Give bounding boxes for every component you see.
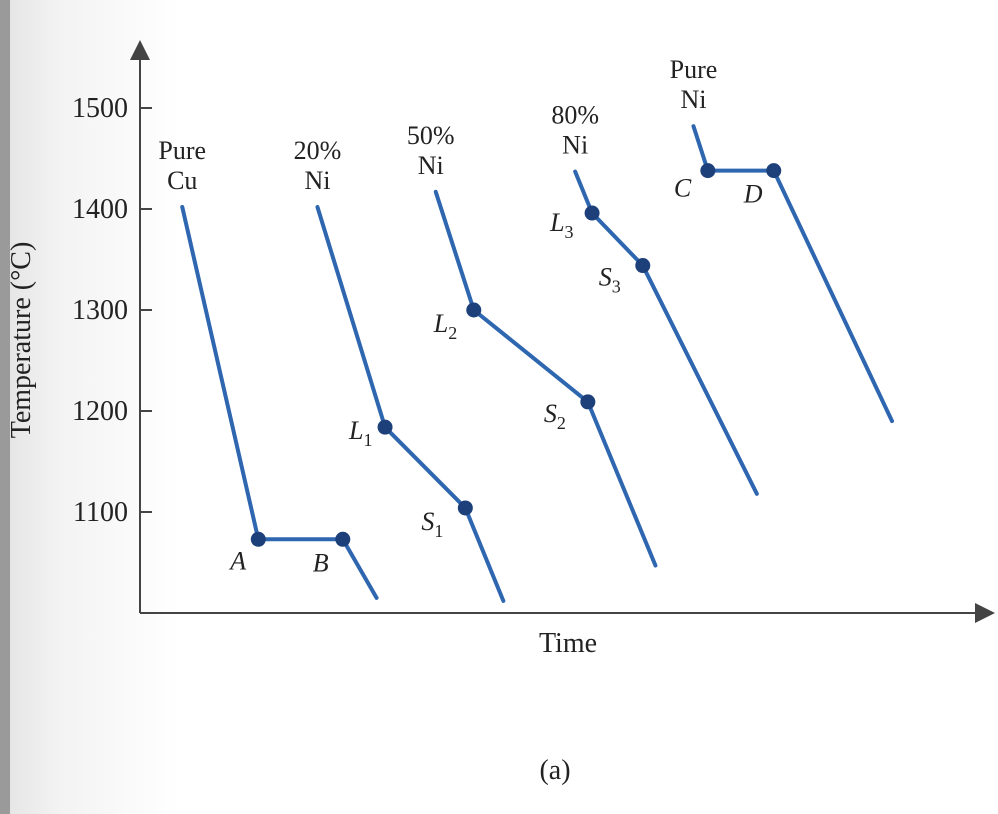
marker-0-2 — [335, 531, 351, 547]
point-label-letter-L1: L — [348, 416, 363, 445]
marker-4-2 — [766, 163, 782, 179]
series-label-2-line-1: Ni — [418, 151, 444, 180]
point-label-sub-S1: 1 — [434, 521, 443, 541]
marker-1-1 — [377, 419, 393, 435]
series-label-4-line-1: Ni — [680, 85, 706, 114]
marker-1-2 — [457, 500, 473, 516]
point-label-sub-L2: 2 — [448, 323, 457, 343]
scan-edge — [0, 0, 10, 814]
marker-2-2 — [580, 394, 596, 410]
point-label-letter-L3: L — [549, 208, 564, 237]
point-label-S1: S1 — [421, 507, 443, 541]
series-label-2-line-0: 50% — [407, 121, 455, 150]
series-label-0-line-1: Cu — [167, 166, 197, 195]
point-label-S3: S3 — [599, 263, 621, 297]
point-label-letter-S1: S — [421, 507, 434, 536]
point-label-sub-S2: 2 — [557, 413, 566, 433]
point-label-D: D — [743, 180, 763, 209]
y-tick-label-1200: 1200 — [72, 396, 128, 427]
point-label-letter-B: B — [313, 548, 329, 577]
series-line-4 — [691, 124, 895, 424]
marker-2-1 — [466, 302, 482, 318]
point-label-letter-A: A — [228, 546, 246, 575]
point-label-letter-L2: L — [433, 309, 448, 338]
point-label-letter-S2: S — [544, 399, 557, 428]
series-label-4-line-0: Pure — [670, 55, 718, 84]
y-tick-label-1500: 1500 — [72, 93, 128, 124]
point-label-L2: L2 — [433, 309, 457, 343]
y-tick-label-1300: 1300 — [72, 295, 128, 326]
series-line-0 — [180, 204, 379, 600]
marker-4-1 — [700, 163, 716, 179]
series-label-1-line-0: 20% — [294, 136, 342, 165]
y-tick-label-1400: 1400 — [72, 194, 128, 225]
point-label-C: C — [674, 174, 692, 203]
point-label-letter-S3: S — [599, 263, 612, 292]
marker-3-2 — [635, 258, 651, 274]
series-label-3-line-0: 80% — [551, 101, 599, 130]
point-label-A: A — [228, 546, 246, 575]
point-label-sub-S3: 3 — [612, 277, 621, 297]
series-label-0-line-0: Pure — [158, 136, 206, 165]
series-line-3 — [573, 169, 759, 496]
series-line-2 — [433, 189, 658, 568]
point-label-sub-L1: 1 — [364, 430, 373, 450]
marker-3-1 — [584, 205, 600, 221]
point-label-letter-D: D — [743, 180, 763, 209]
figure-caption: (a) — [539, 755, 570, 786]
x-axis-title: Time — [539, 628, 597, 659]
point-label-B: B — [313, 548, 329, 577]
point-label-L1: L1 — [348, 416, 372, 450]
marker-0-1 — [250, 531, 266, 547]
point-label-letter-C: C — [674, 174, 692, 203]
point-label-sub-L3: 3 — [565, 222, 574, 242]
y-axis-title: Temperature (°C) — [6, 242, 37, 439]
point-label-L3: L3 — [549, 208, 573, 242]
y-tick-label-1100: 1100 — [73, 497, 128, 528]
point-label-S2: S2 — [544, 399, 566, 433]
series-label-3-line-1: Ni — [562, 131, 588, 160]
series-label-1-line-1: Ni — [304, 166, 330, 195]
series-line-1 — [315, 204, 506, 603]
